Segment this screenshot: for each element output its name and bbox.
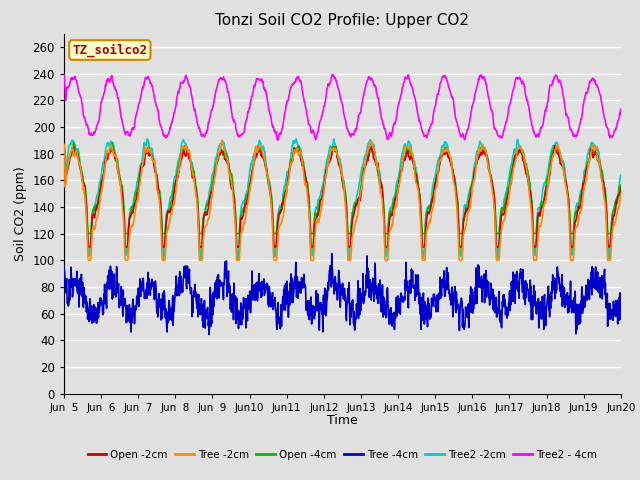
Text: TZ_soilco2: TZ_soilco2: [72, 43, 147, 57]
Y-axis label: Soil CO2 (ppm): Soil CO2 (ppm): [14, 166, 27, 261]
X-axis label: Time: Time: [327, 414, 358, 427]
Title: Tonzi Soil CO2 Profile: Upper CO2: Tonzi Soil CO2 Profile: Upper CO2: [216, 13, 469, 28]
Legend: Open -2cm, Tree -2cm, Open -4cm, Tree -4cm, Tree2 -2cm, Tree2 - 4cm: Open -2cm, Tree -2cm, Open -4cm, Tree -4…: [83, 445, 602, 464]
